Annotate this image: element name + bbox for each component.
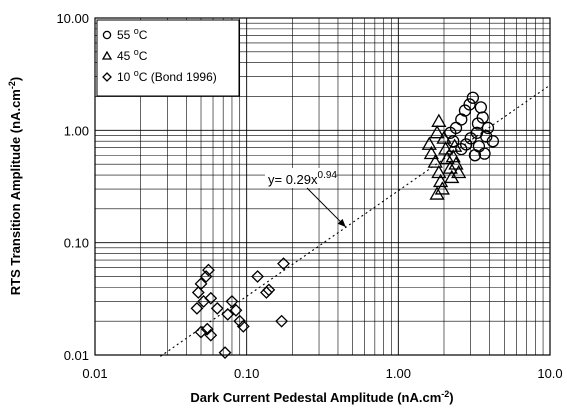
diamond-marker: [229, 303, 243, 317]
diamond-marker: [221, 307, 235, 321]
tick-labels: 0.01 0.10 1.00 10.0 0.01 0.10 1.00 10.00: [56, 11, 562, 381]
y-tick-label: 0.10: [64, 236, 89, 251]
diamond-marker: [199, 270, 213, 283]
legend-label-55c: 55 oC: [117, 26, 148, 42]
diamond-marker: [262, 283, 276, 297]
legend-item-45c: 45 oC: [101, 47, 148, 63]
diamond-marker: [251, 270, 264, 283]
triangle-marker-icon: [101, 50, 113, 60]
diamond-marker: [202, 263, 215, 277]
fit-equation-label: y= 0.29x0.94: [268, 170, 337, 187]
circle-marker: [478, 147, 491, 160]
diamond-marker: [204, 328, 218, 342]
diamond-marker: [260, 286, 273, 299]
diamond-marker: [277, 257, 290, 271]
data-points: [190, 91, 500, 360]
annotation-background: [265, 168, 335, 188]
triangle-marker: [444, 169, 460, 184]
diamond-marker: [210, 301, 224, 315]
triangle-marker: [439, 150, 455, 165]
y-tick-label: 0.01: [64, 348, 89, 363]
triangle-marker: [429, 125, 445, 139]
legend-label-10c: 10 oC (Bond 1996): [117, 68, 217, 84]
triangle-marker: [446, 138, 463, 152]
circle-marker: [471, 117, 485, 130]
x-axis-title: Dark Current Pedestal Amplitude (nA.cm-2…: [190, 389, 453, 405]
circle-marker-icon: [102, 30, 112, 40]
legend-item-10c: 10 oC (Bond 1996): [102, 68, 217, 84]
circle-marker: [447, 135, 460, 148]
triangle-marker: [436, 130, 452, 144]
circle-marker: [455, 142, 468, 156]
circle-marker: [464, 132, 477, 145]
x-tick-label: 0.10: [234, 366, 259, 381]
plot-frame: [94, 17, 551, 356]
diamond-marker: [218, 346, 232, 360]
fit-annotation: y= 0.29x0.94: [265, 168, 347, 228]
x-tick-label: 0.01: [82, 366, 107, 381]
diamond-marker: [191, 286, 205, 299]
annotation-arrow: [306, 187, 347, 228]
triangle-marker: [427, 154, 443, 168]
diamond-marker: [225, 294, 239, 308]
y-tick-label: 1.00: [64, 123, 89, 138]
x-tick-label: 1.00: [386, 366, 411, 381]
diamond-marker: [236, 319, 250, 333]
triangle-marker: [423, 145, 439, 160]
triangle-marker: [448, 156, 464, 170]
legend-box: [96, 19, 240, 97]
diamond-marker: [200, 322, 214, 336]
x-tick-label: 10.0: [537, 366, 562, 381]
legend: 55 oC 45 oC 10 oC (Bond 1996): [96, 19, 240, 97]
circle-marker: [468, 149, 482, 162]
diamond-marker: [194, 325, 208, 339]
circle-marker: [481, 121, 495, 135]
triangle-marker: [431, 113, 447, 127]
annotation-arrowhead: [337, 218, 346, 227]
triangle-marker: [421, 136, 437, 150]
circle-marker: [463, 98, 476, 111]
circle-marker: [466, 91, 480, 104]
triangle-marker: [434, 181, 450, 195]
fit-line-group: [160, 84, 551, 357]
circle-marker: [480, 130, 493, 143]
circle-marker: [486, 135, 500, 148]
diamond-marker: [190, 301, 204, 315]
legend-item-55c: 55 oC: [102, 26, 148, 42]
triangle-marker: [451, 164, 467, 179]
fit-line: [160, 84, 551, 357]
y-axis-title: RTS Transition Amplitude (nA.cm-2): [7, 77, 23, 295]
circle-marker: [458, 104, 472, 117]
y-tick-label: 10.00: [56, 11, 89, 26]
legend-label-45c: 45 oC: [117, 47, 148, 63]
diamond-marker: [233, 314, 247, 328]
diamond-marker-icon: [102, 72, 112, 82]
diamond-marker: [204, 291, 218, 305]
diamond-marker: [275, 314, 289, 328]
